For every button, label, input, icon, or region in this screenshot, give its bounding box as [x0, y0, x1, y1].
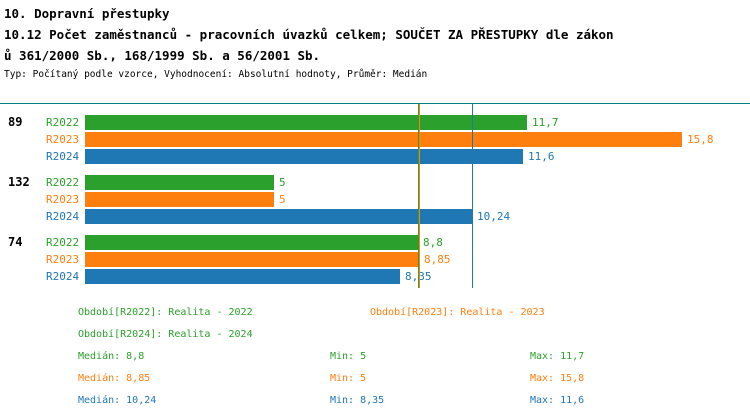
report-title: 10. Dopravní přestupky: [4, 6, 170, 21]
series-label-89-R2024: R2024: [46, 150, 80, 163]
stat-median-r2023: Medián: 8,85: [78, 373, 151, 384]
indicator-title-line2: ů 361/2000 Sb., 168/1999 Sb. a 56/2001 S…: [4, 48, 321, 63]
value-label-89-R2022: 11,7: [532, 116, 559, 129]
bar-74-R2022: [85, 235, 418, 250]
group-label-74: 74: [8, 235, 23, 249]
value-label-132-R2024: 10,24: [477, 210, 511, 223]
stat-median-r2022: Medián: 8,8: [78, 351, 145, 362]
stat-max-r2022: Max: 11,7: [530, 351, 585, 362]
series-label-89-R2022: R2022: [46, 116, 80, 129]
value-label-132-R2023: 5: [279, 193, 286, 206]
legend-r2024: Období[R2024]: Realita - 2024: [78, 329, 253, 340]
value-label-74-R2023: 8,85: [424, 253, 451, 266]
bar-132-R2024: [85, 209, 472, 224]
bar-74-R2024: [85, 269, 400, 284]
stat-max-r2024: Max: 11,6: [530, 395, 585, 406]
median-line-R2023: [419, 104, 420, 288]
value-label-89-R2024: 11,6: [528, 150, 555, 163]
report-header: 10. Dopravní přestupky 10.12 Počet zaměs…: [4, 3, 614, 82]
value-label-74-R2022: 8,8: [423, 236, 443, 249]
legend-r2023: Období[R2023]: Realita - 2023: [370, 307, 545, 318]
bar-89-R2024: [85, 149, 523, 164]
report-meta: Typ: Počítaný podle vzorce, Vyhodnocení:…: [4, 69, 428, 80]
bar-89-R2023: [85, 132, 682, 147]
series-label-132-R2023: R2023: [46, 193, 80, 206]
stat-min-r2023: Min: 5: [330, 373, 367, 384]
bar-chart: 89 R2022 11,7 R2023 15,8 R2024 11,6 132 R2022 5 R2…: [0, 104, 750, 288]
series-label-132-R2022: R2022: [46, 176, 80, 189]
group-label-132: 132: [8, 175, 30, 189]
legend-r2022: Období[R2022]: Realita - 2022: [78, 307, 253, 318]
indicator-title-line1: 10.12 Počet zaměstnanců - pracovních úva…: [4, 27, 614, 42]
stat-min-r2022: Min: 5: [330, 351, 367, 362]
stat-min-r2024: Min: 8,35: [330, 395, 385, 406]
bar-132-R2023: [85, 192, 274, 207]
series-label-74-R2023: R2023: [46, 253, 80, 266]
value-label-89-R2023: 15,8: [687, 133, 714, 146]
series-label-132-R2024: R2024: [46, 210, 80, 223]
median-line-R2024: [472, 104, 473, 288]
bar-74-R2023: [85, 252, 419, 267]
stat-median-r2024: Medián: 10,24: [78, 395, 157, 406]
median-line-R2022: [418, 104, 419, 288]
series-label-74-R2024: R2024: [46, 270, 80, 283]
value-label-132-R2022: 5: [279, 176, 286, 189]
series-label-89-R2023: R2023: [46, 133, 80, 146]
stat-max-r2023: Max: 15,8: [530, 373, 585, 384]
chart-top-border: [0, 103, 750, 104]
group-label-89: 89: [8, 115, 23, 129]
bar-89-R2022: [85, 115, 527, 130]
bar-132-R2022: [85, 175, 274, 190]
series-label-74-R2022: R2022: [46, 236, 80, 249]
